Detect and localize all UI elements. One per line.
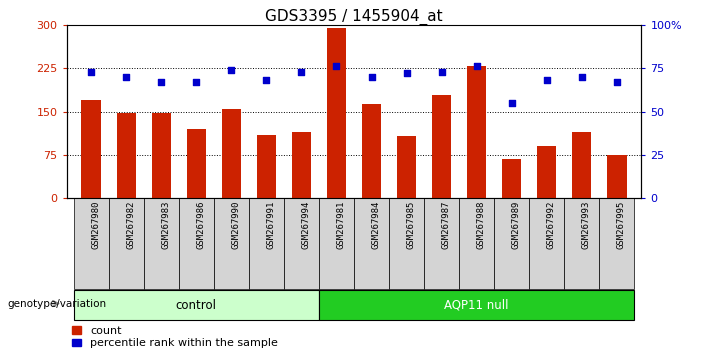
Point	[506, 100, 517, 105]
Point	[226, 67, 237, 73]
Bar	[397, 136, 416, 198]
Point	[296, 69, 307, 74]
Bar	[81, 100, 101, 198]
Bar	[116, 113, 136, 198]
Bar	[467, 67, 486, 198]
Point	[541, 78, 552, 83]
Bar	[292, 132, 311, 198]
Point	[366, 74, 377, 80]
Bar	[151, 113, 171, 198]
Point	[86, 69, 97, 74]
Text: AQP11 null: AQP11 null	[444, 299, 509, 312]
Text: GSM267987: GSM267987	[442, 201, 451, 249]
Bar	[222, 109, 241, 198]
Legend: count, percentile rank within the sample: count, percentile rank within the sample	[72, 326, 278, 348]
Text: GSM267990: GSM267990	[231, 201, 240, 249]
Point	[156, 79, 167, 85]
Bar	[572, 132, 592, 198]
Point	[576, 74, 587, 80]
Bar	[432, 95, 451, 198]
Point	[436, 69, 447, 74]
Text: GSM267983: GSM267983	[161, 201, 170, 249]
FancyBboxPatch shape	[144, 198, 179, 289]
FancyBboxPatch shape	[529, 198, 564, 289]
Text: genotype/variation: genotype/variation	[7, 298, 106, 309]
Text: GSM267981: GSM267981	[336, 201, 346, 249]
FancyBboxPatch shape	[459, 198, 494, 289]
Point	[401, 70, 412, 76]
Text: GSM267985: GSM267985	[407, 201, 416, 249]
Point	[471, 64, 482, 69]
Bar	[607, 155, 627, 198]
FancyBboxPatch shape	[319, 198, 354, 289]
Point	[121, 74, 132, 80]
FancyBboxPatch shape	[389, 198, 424, 289]
FancyBboxPatch shape	[249, 198, 284, 289]
Text: GSM267994: GSM267994	[301, 201, 311, 249]
Bar	[362, 104, 381, 198]
FancyBboxPatch shape	[354, 198, 389, 289]
FancyBboxPatch shape	[109, 198, 144, 289]
Text: GSM267980: GSM267980	[91, 201, 100, 249]
Text: GSM267995: GSM267995	[617, 201, 626, 249]
Point	[261, 78, 272, 83]
Text: GSM267993: GSM267993	[582, 201, 591, 249]
Text: GSM267984: GSM267984	[372, 201, 381, 249]
Text: GSM267988: GSM267988	[477, 201, 486, 249]
Title: GDS3395 / 1455904_at: GDS3395 / 1455904_at	[265, 8, 443, 25]
FancyBboxPatch shape	[564, 198, 599, 289]
FancyBboxPatch shape	[424, 198, 459, 289]
Text: GSM267989: GSM267989	[512, 201, 521, 249]
FancyBboxPatch shape	[74, 290, 319, 320]
Point	[611, 79, 622, 85]
Text: GSM267991: GSM267991	[266, 201, 275, 249]
Point	[191, 79, 202, 85]
Text: GSM267992: GSM267992	[547, 201, 556, 249]
FancyBboxPatch shape	[284, 198, 319, 289]
Bar	[502, 159, 522, 198]
Bar	[257, 135, 276, 198]
FancyBboxPatch shape	[599, 198, 634, 289]
FancyBboxPatch shape	[319, 290, 634, 320]
FancyBboxPatch shape	[494, 198, 529, 289]
Text: GSM267982: GSM267982	[126, 201, 135, 249]
Text: GSM267986: GSM267986	[196, 201, 205, 249]
FancyBboxPatch shape	[74, 198, 109, 289]
FancyBboxPatch shape	[214, 198, 249, 289]
Bar	[537, 146, 557, 198]
Text: control: control	[176, 299, 217, 312]
Point	[331, 64, 342, 69]
Bar	[186, 129, 206, 198]
FancyBboxPatch shape	[179, 198, 214, 289]
Bar	[327, 28, 346, 198]
